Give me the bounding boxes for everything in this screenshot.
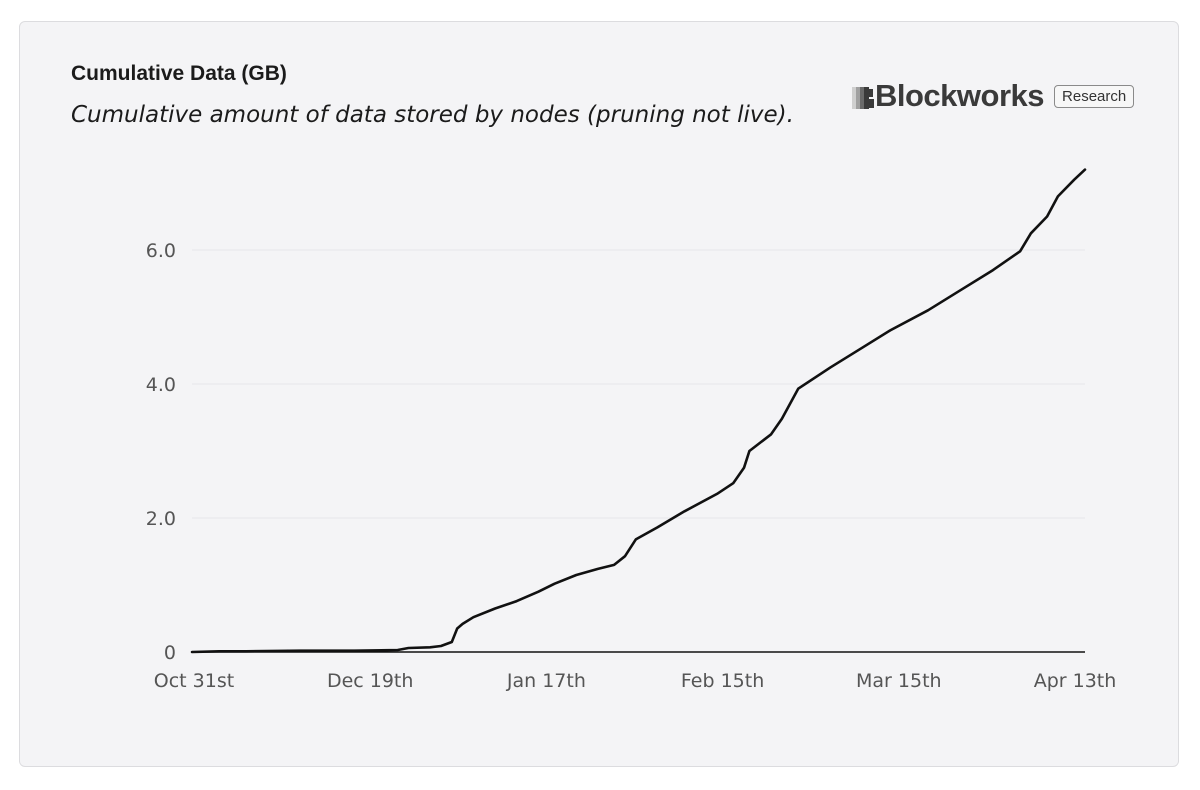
- y-tick-label: 2.0: [146, 508, 176, 530]
- blockworks-b-icon: [852, 83, 874, 109]
- y-tick-label: 4.0: [146, 374, 176, 396]
- y-tick-label: 6.0: [146, 240, 176, 262]
- blockworks-logo: Blockworks: [852, 78, 1045, 114]
- chart-title: Cumulative Data (GB): [71, 62, 287, 85]
- logo-text: Blockworks: [875, 78, 1045, 113]
- x-tick-label: Oct 31st: [154, 670, 234, 692]
- x-tick-label: Apr 13th: [1034, 670, 1117, 692]
- x-tick-label: Dec 19th: [327, 670, 413, 692]
- x-axis-ticks: Oct 31st Dec 19th Jan 17th Feb 15th Mar 15th…: [154, 670, 1117, 692]
- x-tick-label: Jan 17th: [506, 670, 586, 692]
- brand-logo: Blockworks Research: [852, 78, 1135, 114]
- chart-subtitle: Cumulative amount of data stored by node…: [71, 102, 794, 128]
- series-line: [190, 168, 1087, 654]
- x-tick-label: Mar 15th: [856, 670, 942, 692]
- y-tick-label: 0: [164, 642, 176, 664]
- y-axis-ticks: 0 2.0 4.0 6.0: [146, 240, 176, 664]
- chart-card: [19, 21, 1179, 767]
- x-tick-label: Feb 15th: [681, 670, 764, 692]
- gridlines: [192, 249, 1085, 519]
- research-badge: Research: [1054, 84, 1135, 108]
